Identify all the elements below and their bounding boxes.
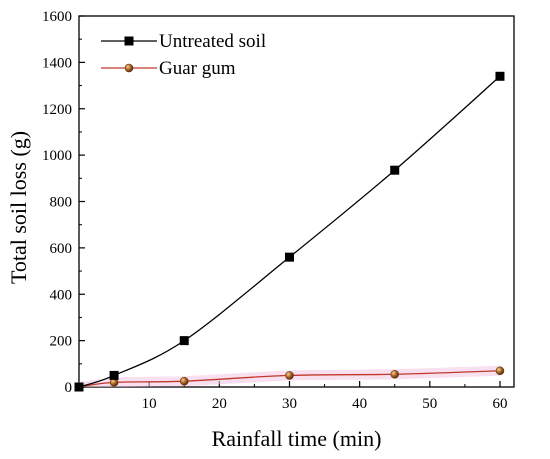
untreated-soil-point	[495, 71, 505, 81]
series-layer	[74, 71, 505, 392]
legend: Untreated soil Guar gum	[101, 31, 266, 79]
x-tick-label: 10	[142, 396, 157, 412]
x-tick-label: 60	[492, 396, 507, 412]
x-tick-label: 50	[422, 396, 437, 412]
y-tick-label: 1600	[42, 9, 72, 25]
guar-gum-point	[495, 366, 505, 376]
x-axis-title: Rainfall time (min)	[212, 426, 382, 451]
x-axis: 10 20 30 40 50 60	[113, 381, 507, 412]
x-tick-label: 20	[212, 396, 227, 412]
legend-label-guar-gum: Guar gum	[159, 58, 236, 79]
untreated-soil-point	[109, 370, 119, 380]
y-axis-title: Total soil loss (g)	[6, 131, 31, 284]
untreated-soil-point	[179, 336, 189, 346]
x-tick-label: 40	[352, 396, 367, 412]
y-axis: 0 200 400 600 800 1000 1200 1400 1600	[42, 9, 85, 396]
y-tick-label: 1000	[42, 148, 72, 164]
guar-gum-point	[179, 376, 189, 386]
guar-gum-point	[285, 371, 294, 380]
untreated-soil-point	[284, 252, 294, 262]
y-tick-label: 1400	[42, 55, 72, 71]
y-tick-label: 200	[50, 334, 73, 350]
y-tick-label: 0	[65, 380, 73, 396]
legend-marker-untreated-soil	[124, 36, 134, 46]
y-tick-label: 1200	[42, 102, 72, 118]
plot-frame	[78, 15, 515, 388]
y-tick-label: 600	[50, 241, 73, 257]
plot-border	[78, 15, 515, 388]
untreated-soil-point	[390, 165, 400, 175]
y-tick-label: 800	[50, 195, 73, 211]
guar-gum-point	[390, 369, 400, 379]
y-tick-label: 400	[50, 287, 73, 303]
x-tick-label: 30	[282, 396, 297, 412]
legend-marker-guar-gum	[124, 63, 134, 73]
untreated-soil-point	[74, 382, 84, 392]
legend-label-untreated-soil: Untreated soil	[159, 31, 266, 52]
untreated-soil-line	[78, 75, 501, 388]
